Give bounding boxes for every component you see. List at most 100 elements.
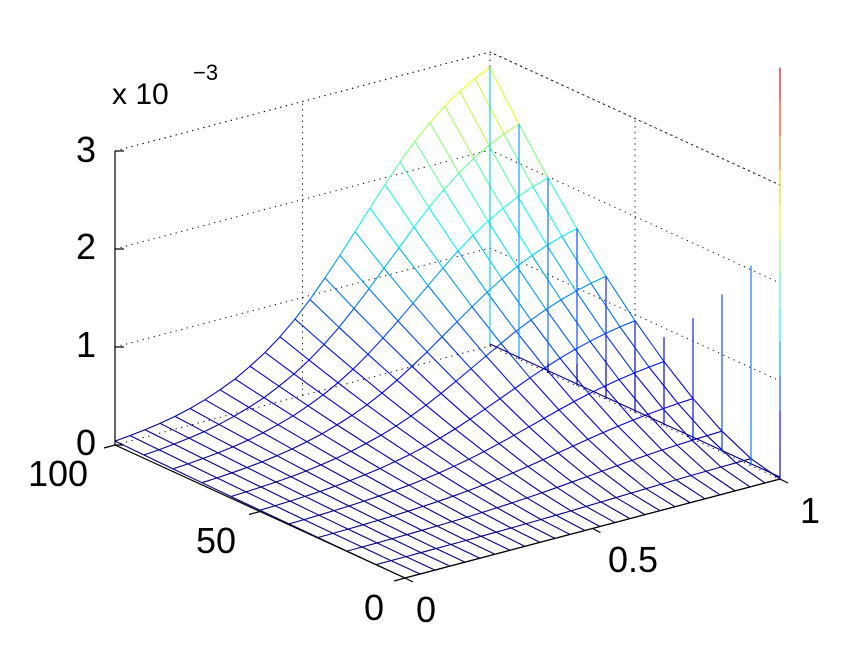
mesh-row-6-seg-4	[290, 470, 307, 478]
mesh-row-8-seg-5	[247, 432, 264, 441]
mesh-row-7-seg-18	[471, 291, 488, 308]
mesh-col-14-seg-5	[440, 393, 471, 420]
mesh-col-11-seg-3	[453, 465, 484, 486]
edge-base-9	[489, 343, 520, 358]
mesh-row-3-seg-0	[317, 532, 334, 539]
mesh-row-5-seg-10	[409, 446, 426, 455]
mesh-row-6-seg-13	[425, 392, 442, 406]
z-multiplier-exponent: −3	[193, 60, 218, 85]
mesh-col-14-seg-9	[324, 277, 355, 309]
mesh-col-3-seg-4	[304, 495, 335, 512]
mesh-row-6-seg-18	[500, 330, 517, 344]
tick-labels: 0 1 2 3 100 50 0 0 0.5 1 x 10 −3	[28, 60, 820, 630]
mesh-row-3-seg-22	[647, 408, 664, 415]
mesh-col-19-seg-2	[602, 432, 633, 461]
mesh-row-6-seg-3	[275, 476, 292, 483]
mesh-row-4-seg-14	[498, 434, 515, 445]
mesh-row-3-seg-8	[437, 495, 454, 502]
x-tick-0: 0	[416, 589, 436, 630]
mesh-col-11-seg-6	[366, 404, 397, 427]
mesh-row-1-seg-2	[405, 552, 422, 558]
mesh-row-7-seg-23	[546, 235, 563, 246]
z-grid-side-2	[489, 149, 781, 284]
mesh-row-3-seg-5	[392, 510, 409, 517]
mesh-col-17-seg-1	[601, 470, 632, 494]
mesh-col-14-seg-2	[527, 465, 558, 488]
mesh-row-4-seg-7	[393, 484, 410, 492]
mesh-row-7-seg-24	[561, 228, 578, 237]
x-tick-1: 1	[800, 490, 820, 531]
mesh-row-1-seg-21	[690, 470, 707, 477]
mesh-row-7-seg-13	[396, 365, 413, 381]
mesh-row-1-seg-1	[390, 556, 407, 562]
mesh-row-8-seg-6	[262, 424, 279, 434]
mesh-col-16-seg-0	[615, 497, 646, 516]
mesh-row-6-seg-8	[350, 443, 367, 452]
mesh-col-7-seg-6	[306, 441, 337, 459]
mesh-row-4-seg-6	[378, 490, 395, 497]
mesh-row-2-seg-11	[511, 497, 528, 504]
mesh-row-2-seg-19	[631, 454, 648, 461]
mesh-row-6-seg-10	[380, 425, 397, 436]
mesh-row-3-seg-9	[452, 490, 469, 497]
z-grid-side-3	[489, 51, 781, 186]
mesh-row-1-seg-23	[720, 462, 737, 468]
mesh-row-4-seg-13	[483, 443, 500, 453]
mesh-col-9-seg-7	[307, 405, 338, 426]
mesh-col-20-seg-7	[472, 235, 503, 280]
mesh-col-3-seg-5	[275, 481, 306, 497]
y-tick-100: 100	[28, 453, 88, 494]
mesh-col-15-seg-2	[542, 459, 573, 483]
mesh-row-8-seg-7	[277, 415, 294, 426]
mesh-col-10-seg-2	[467, 490, 498, 509]
mesh-row-5-seg-18	[529, 367, 546, 379]
mesh-col-16-seg-1	[586, 476, 617, 499]
mesh-row-9-seg-4	[203, 423, 220, 433]
mesh-row-4-seg-0	[288, 519, 305, 525]
mesh-col-22-seg-1	[676, 444, 707, 472]
mesh-col-21-seg-8	[458, 172, 489, 222]
mesh-col-12-seg-3	[468, 458, 499, 480]
mesh-col-22-seg-0	[705, 470, 736, 492]
mesh-row-5-seg-22	[589, 333, 606, 342]
mesh-col-25-seg-2	[692, 398, 723, 432]
mesh-col-5-seg-3	[363, 500, 394, 517]
mesh-row-9-seg-8	[263, 385, 280, 399]
mesh-row-10-seg-4	[174, 408, 191, 417]
mesh-col-15-seg-7	[397, 320, 428, 353]
mesh-col-10-seg-3	[438, 472, 469, 492]
mesh-row-5-seg-3	[304, 490, 321, 497]
mesh-row-6-seg-23	[575, 282, 592, 292]
mesh-row-6-seg-11	[395, 415, 412, 427]
mesh-col-5-seg-4	[334, 485, 365, 502]
mesh-col-2-seg-7	[202, 458, 233, 474]
mesh-col-9-seg-6	[336, 424, 367, 444]
mesh-col-6-seg-2	[407, 510, 438, 527]
mesh-col-4-seg-5	[290, 476, 321, 492]
mesh-col-10-seg-5	[380, 434, 411, 455]
mesh-col-22-seg-9	[444, 105, 475, 159]
mesh-row-1-seg-4	[435, 543, 452, 550]
z-tick-2: 2	[76, 226, 96, 267]
mesh-row-8-seg-0	[172, 463, 189, 470]
mesh-row-2-seg-2	[376, 538, 393, 544]
mesh-col-23-seg-4	[604, 333, 635, 374]
mesh-row-7-seg-14	[411, 351, 428, 367]
mesh-col-17-seg-6	[456, 321, 487, 357]
mesh-col-12-seg-4	[439, 437, 470, 460]
mesh-row-9-seg-13	[338, 308, 355, 328]
mesh-row-3-seg-16	[557, 445, 574, 454]
mesh-row-2-seg-17	[601, 465, 618, 472]
mesh-col-3-seg-8	[188, 437, 219, 454]
mesh-row-6-seg-6	[320, 457, 337, 466]
mesh-col-1-seg-9	[129, 435, 160, 451]
mesh-row-6-seg-19	[515, 319, 532, 332]
mesh-row-7-seg-7	[306, 433, 323, 443]
mesh-row-7-seg-1	[216, 472, 233, 479]
x-tick-mark-1	[592, 527, 601, 534]
mesh-col-19-seg-8	[428, 207, 459, 252]
mesh-row-10-seg-14	[324, 254, 341, 279]
mesh-row-10-seg-8	[234, 365, 251, 380]
mesh-col-2-seg-4	[289, 500, 320, 516]
mesh-row-8-seg-20	[472, 220, 489, 236]
